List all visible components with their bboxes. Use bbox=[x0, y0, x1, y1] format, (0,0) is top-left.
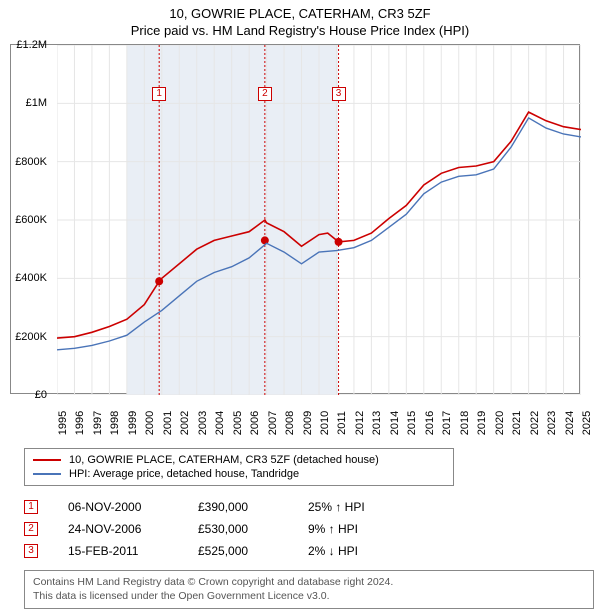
x-tick-label: 2001 bbox=[162, 411, 174, 435]
sale-marker-badge: 1 bbox=[24, 500, 38, 514]
sale-row: 3 15-FEB-2011 £525,000 2% ↓ HPI bbox=[24, 540, 590, 562]
sale-marker-1: 1 bbox=[152, 87, 166, 101]
x-tick-label: 2013 bbox=[371, 411, 383, 435]
y-tick-label: £1M bbox=[26, 97, 47, 109]
x-tick-label: 2010 bbox=[319, 411, 331, 435]
sale-price: £530,000 bbox=[198, 522, 278, 536]
footer-line-1: Contains HM Land Registry data © Crown c… bbox=[33, 576, 585, 590]
legend-row: 10, GOWRIE PLACE, CATERHAM, CR3 5ZF (det… bbox=[33, 453, 445, 467]
x-tick-label: 1996 bbox=[74, 411, 86, 435]
x-tick-label: 2012 bbox=[354, 411, 366, 435]
x-tick-label: 2002 bbox=[179, 411, 191, 435]
x-tick-label: 1999 bbox=[127, 411, 139, 435]
sale-marker-3: 3 bbox=[332, 87, 346, 101]
x-tick-label: 2021 bbox=[511, 411, 523, 435]
y-tick-label: £1.2M bbox=[16, 39, 47, 51]
x-tick-label: 2009 bbox=[302, 411, 314, 435]
x-tick-label: 2019 bbox=[476, 411, 488, 435]
legend-label: 10, GOWRIE PLACE, CATERHAM, CR3 5ZF (det… bbox=[69, 454, 379, 466]
x-tick-label: 2000 bbox=[144, 411, 156, 435]
sale-date: 24-NOV-2006 bbox=[68, 522, 168, 536]
sale-row: 2 24-NOV-2006 £530,000 9% ↑ HPI bbox=[24, 518, 590, 540]
x-tick-label: 2003 bbox=[197, 411, 209, 435]
chart-title: 10, GOWRIE PLACE, CATERHAM, CR3 5ZF bbox=[10, 6, 590, 21]
sale-date: 15-FEB-2011 bbox=[68, 544, 168, 558]
sale-marker-badge: 3 bbox=[24, 544, 38, 558]
legend-swatch bbox=[33, 459, 61, 461]
plot-area: £0£200K£400K£600K£800K£1M£1.2M1995199619… bbox=[10, 44, 580, 394]
sale-marker-2: 2 bbox=[258, 87, 272, 101]
sale-marker-badge: 2 bbox=[24, 522, 38, 536]
sale-date: 06-NOV-2000 bbox=[68, 500, 168, 514]
x-tick-label: 2007 bbox=[267, 411, 279, 435]
x-tick-label: 2014 bbox=[389, 411, 401, 435]
sale-price: £390,000 bbox=[198, 500, 278, 514]
y-tick-label: £400K bbox=[15, 272, 47, 284]
x-tick-label: 2011 bbox=[336, 411, 348, 435]
x-tick-label: 2022 bbox=[529, 411, 541, 435]
x-tick-label: 1998 bbox=[109, 411, 121, 435]
sale-price: £525,000 bbox=[198, 544, 278, 558]
x-tick-label: 2004 bbox=[214, 411, 226, 435]
legend-label: HPI: Average price, detached house, Tand… bbox=[69, 468, 299, 480]
chart-subtitle: Price paid vs. HM Land Registry's House … bbox=[10, 23, 590, 38]
x-tick-label: 1997 bbox=[92, 411, 104, 435]
y-tick-label: £800K bbox=[15, 156, 47, 168]
sale-row: 1 06-NOV-2000 £390,000 25% ↑ HPI bbox=[24, 496, 590, 518]
x-tick-label: 2018 bbox=[459, 411, 471, 435]
y-tick-label: £200K bbox=[15, 331, 47, 343]
sale-delta: 9% ↑ HPI bbox=[308, 522, 398, 536]
x-tick-label: 2015 bbox=[406, 411, 418, 435]
x-tick-label: 2023 bbox=[546, 411, 558, 435]
footer-line-2: This data is licensed under the Open Gov… bbox=[33, 590, 585, 604]
legend-row: HPI: Average price, detached house, Tand… bbox=[33, 467, 445, 481]
x-tick-label: 2016 bbox=[424, 411, 436, 435]
x-tick-label: 2006 bbox=[249, 411, 261, 435]
x-tick-label: 2020 bbox=[494, 411, 506, 435]
legend-swatch bbox=[33, 473, 61, 475]
chart-svg bbox=[57, 45, 581, 395]
x-tick-label: 2025 bbox=[581, 411, 593, 435]
legend: 10, GOWRIE PLACE, CATERHAM, CR3 5ZF (det… bbox=[24, 448, 454, 486]
sales-table: 1 06-NOV-2000 £390,000 25% ↑ HPI 2 24-NOV-200… bbox=[24, 496, 590, 562]
sale-delta: 2% ↓ HPI bbox=[308, 544, 398, 558]
x-tick-label: 2017 bbox=[441, 411, 453, 435]
x-tick-label: 1995 bbox=[57, 411, 69, 435]
x-tick-label: 2024 bbox=[564, 411, 576, 435]
x-tick-label: 2005 bbox=[232, 411, 244, 435]
y-tick-label: £600K bbox=[15, 214, 47, 226]
sale-delta: 25% ↑ HPI bbox=[308, 500, 398, 514]
x-tick-label: 2008 bbox=[284, 411, 296, 435]
